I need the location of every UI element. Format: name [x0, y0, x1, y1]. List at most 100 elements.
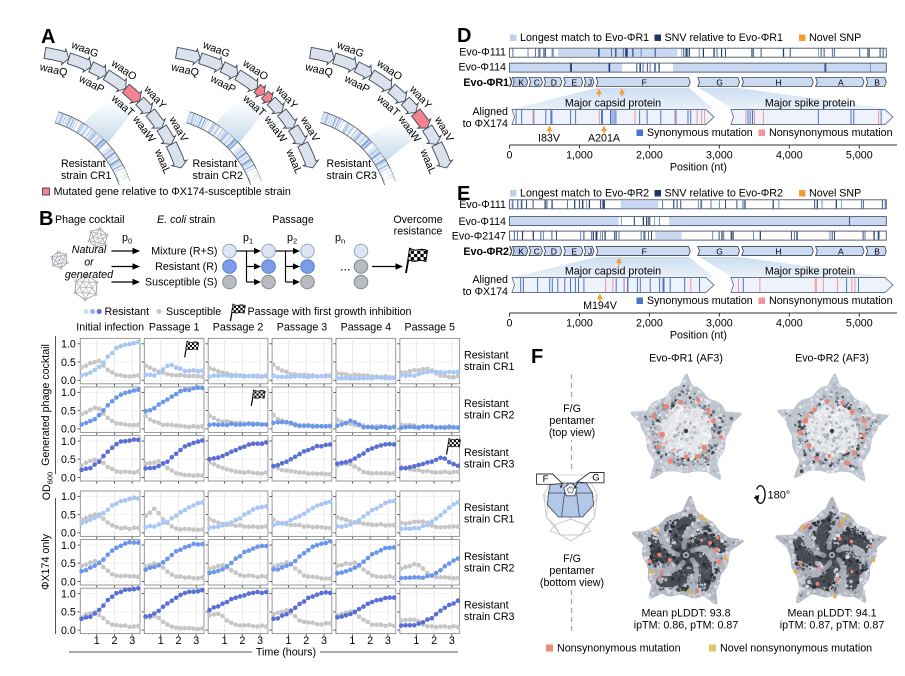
svg-text:E: E — [571, 247, 577, 257]
svg-text:Synonymous mutation: Synonymous mutation — [647, 295, 753, 307]
svg-text:Novel SNP: Novel SNP — [809, 188, 861, 200]
svg-text:3: 3 — [449, 635, 455, 647]
svg-text:Evo-Φ111: Evo-Φ111 — [459, 47, 506, 59]
svg-text:Resistant: Resistant — [464, 599, 509, 611]
svg-text:p0: p0 — [122, 232, 132, 246]
svg-text:E: E — [457, 183, 470, 205]
svg-text:B: B — [874, 247, 880, 257]
svg-text:Passage with first growth inhi: Passage with first growth inhibition — [248, 306, 412, 318]
svg-text:Evo-ΦR1: Evo-ΦR1 — [463, 77, 509, 89]
svg-text:Mutated gene relative to ΦX174: Mutated gene relative to ΦX174-susceptib… — [54, 186, 291, 198]
svg-text:Mixture (R+S): Mixture (R+S) — [151, 246, 217, 258]
svg-text:0: 0 — [507, 318, 513, 330]
svg-text:0.5: 0.5 — [61, 509, 76, 521]
svg-text:1.0: 1.0 — [61, 491, 76, 503]
svg-text:J: J — [588, 77, 592, 87]
svg-text:3,000: 3,000 — [706, 150, 733, 162]
svg-text:Major capsid protein: Major capsid protein — [565, 98, 661, 110]
svg-text:0.0: 0.0 — [61, 375, 76, 387]
svg-text:Phage cocktail: Phage cocktail — [55, 214, 125, 226]
svg-text:Evo-Φ114: Evo-Φ114 — [458, 62, 506, 74]
svg-text:2,000: 2,000 — [636, 318, 663, 330]
svg-text:Natural: Natural — [72, 244, 107, 256]
svg-text:B: B — [39, 208, 53, 230]
svg-text:Resistant: Resistant — [193, 158, 238, 170]
svg-text:0.5: 0.5 — [61, 607, 76, 619]
svg-text:F/G: F/G — [563, 553, 581, 565]
svg-text:Major spike protein: Major spike protein — [765, 266, 855, 278]
svg-text:E. coli strain: E. coli strain — [157, 214, 215, 226]
svg-text:generated: generated — [65, 269, 114, 281]
svg-text:Overcome: Overcome — [393, 214, 442, 226]
svg-text:1,000: 1,000 — [566, 150, 593, 162]
svg-text:3,000: 3,000 — [706, 318, 733, 330]
svg-text:p1: p1 — [243, 232, 253, 246]
svg-text:pn: pn — [335, 232, 345, 246]
svg-text:1.0: 1.0 — [61, 387, 76, 399]
svg-text:Susceptible: Susceptible — [166, 306, 221, 318]
svg-text:Position (nt): Position (nt) — [670, 330, 727, 342]
svg-text:K: K — [518, 247, 524, 257]
svg-text:C: C — [534, 77, 540, 87]
svg-text:2,000: 2,000 — [636, 150, 663, 162]
svg-text:1: 1 — [94, 635, 100, 647]
svg-text:Passage 1: Passage 1 — [149, 322, 200, 334]
svg-text:0.5: 0.5 — [61, 357, 76, 369]
svg-text:1.0: 1.0 — [61, 540, 76, 552]
svg-text:0.0: 0.0 — [61, 472, 76, 484]
svg-text:Major spike protein: Major spike protein — [765, 98, 855, 110]
svg-text:A201A: A201A — [588, 133, 621, 145]
svg-text:F: F — [642, 247, 647, 257]
svg-text:0.0: 0.0 — [61, 424, 76, 436]
svg-text:Aligned: Aligned — [472, 274, 508, 286]
svg-text:1,000: 1,000 — [566, 318, 593, 330]
svg-text:Evo-Φ2147: Evo-Φ2147 — [452, 231, 506, 243]
svg-text:Nonsynonymous mutation: Nonsynonymous mutation — [769, 127, 893, 139]
svg-text:2: 2 — [303, 635, 309, 647]
svg-text:Generated phage cocktail: Generated phage cocktail — [40, 344, 52, 466]
svg-text:to ΦX174: to ΦX174 — [463, 286, 508, 298]
svg-text:H: H — [775, 77, 781, 87]
svg-text:0.0: 0.0 — [61, 576, 76, 588]
svg-text:Aligned: Aligned — [472, 106, 508, 118]
svg-text:Resistant: Resistant — [464, 447, 509, 459]
svg-text:Position (nt): Position (nt) — [670, 162, 727, 174]
svg-text:...: ... — [340, 260, 350, 274]
svg-text:G: G — [716, 247, 723, 257]
svg-text:I83V: I83V — [538, 133, 561, 145]
svg-text:Resistant: Resistant — [464, 398, 509, 410]
svg-text:C: C — [534, 247, 540, 257]
svg-text:Time (hours): Time (hours) — [256, 647, 316, 659]
svg-text:Passage: Passage — [272, 214, 314, 226]
svg-text:(top view): (top view) — [549, 427, 595, 439]
svg-text:pentamer: pentamer — [549, 415, 595, 427]
svg-text:to ΦX174: to ΦX174 — [463, 118, 508, 130]
svg-text:strain CR2: strain CR2 — [464, 410, 515, 422]
svg-text:resistance: resistance — [394, 226, 443, 238]
svg-text:3: 3 — [321, 635, 327, 647]
svg-text:Resistant: Resistant — [61, 158, 106, 170]
svg-text:Susceptible (S): Susceptible (S) — [145, 277, 217, 289]
svg-text:Passage 3: Passage 3 — [277, 322, 328, 334]
svg-text:0.5: 0.5 — [61, 558, 76, 570]
svg-text:5,000: 5,000 — [846, 318, 873, 330]
svg-text:Resistant (R): Resistant (R) — [155, 261, 217, 273]
svg-text:1.0: 1.0 — [61, 588, 76, 600]
svg-text:F: F — [543, 474, 549, 485]
svg-text:0.5: 0.5 — [61, 405, 76, 417]
svg-text:strain CR1: strain CR1 — [464, 514, 515, 526]
svg-text:p2: p2 — [287, 232, 297, 246]
svg-text:strain CR2: strain CR2 — [464, 562, 515, 574]
svg-text:Evo-Φ114: Evo-Φ114 — [458, 216, 506, 228]
svg-text:Evo-ΦR2 (AF3): Evo-ΦR2 (AF3) — [795, 353, 869, 365]
svg-text:J: J — [588, 247, 592, 257]
svg-text:0.0: 0.0 — [61, 528, 76, 540]
svg-text:strain CR3: strain CR3 — [464, 611, 515, 623]
svg-text:OD600: OD600 — [41, 472, 55, 501]
svg-text:0.5: 0.5 — [61, 454, 76, 466]
svg-text:Synonymous mutation: Synonymous mutation — [647, 127, 753, 139]
svg-text:F: F — [531, 346, 543, 368]
svg-text:H: H — [775, 247, 781, 257]
svg-text:Evo-Φ111: Evo-Φ111 — [459, 199, 506, 211]
svg-text:Initial infection: Initial infection — [76, 322, 144, 334]
